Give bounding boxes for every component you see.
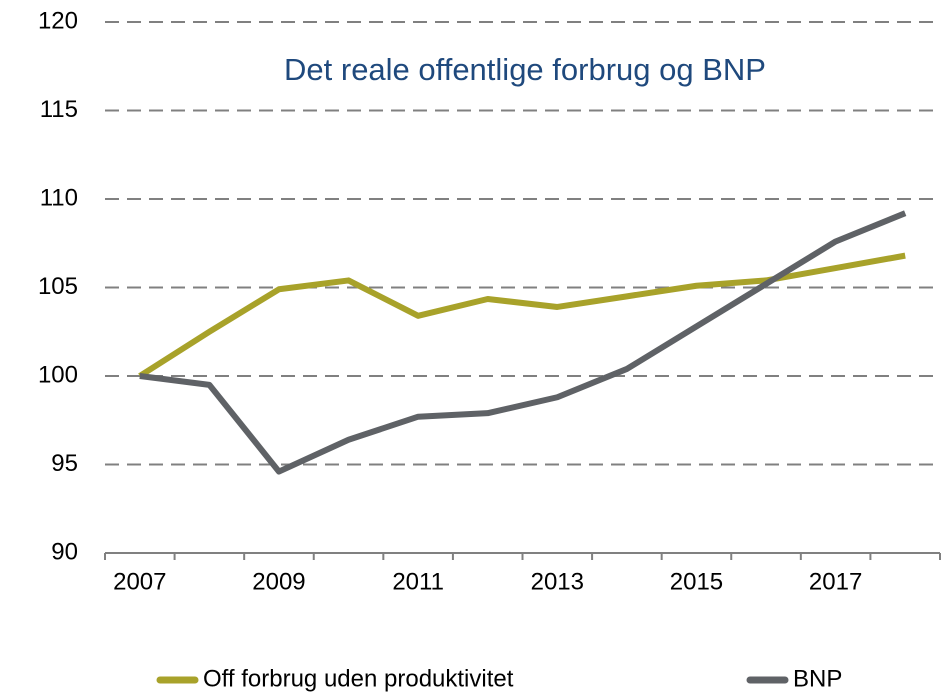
chart-title: Det reale offentlige forbrug og BNP: [284, 52, 766, 87]
x-tick-label: 2009: [252, 568, 305, 595]
series-line: [139, 210, 907, 475]
x-tick-label: 2007: [113, 568, 166, 595]
y-tick-label: 95: [51, 450, 78, 477]
legend-label: BNP: [793, 665, 842, 692]
x-tick-label: 2013: [531, 568, 584, 595]
y-tick-label: 110: [40, 184, 78, 211]
y-tick-label: 120: [38, 7, 78, 34]
x-tick-label: 2015: [670, 568, 723, 595]
y-tick-label: 115: [40, 96, 78, 123]
series-line: [138, 252, 906, 379]
x-tick-label: 2017: [809, 568, 862, 595]
x-tick-label: 2011: [392, 568, 444, 595]
legend-label: Off forbrug uden produktivitet: [203, 665, 514, 692]
y-tick-label: 105: [38, 273, 78, 300]
y-tick-label: 90: [51, 538, 78, 565]
y-tick-label: 100: [38, 361, 78, 388]
